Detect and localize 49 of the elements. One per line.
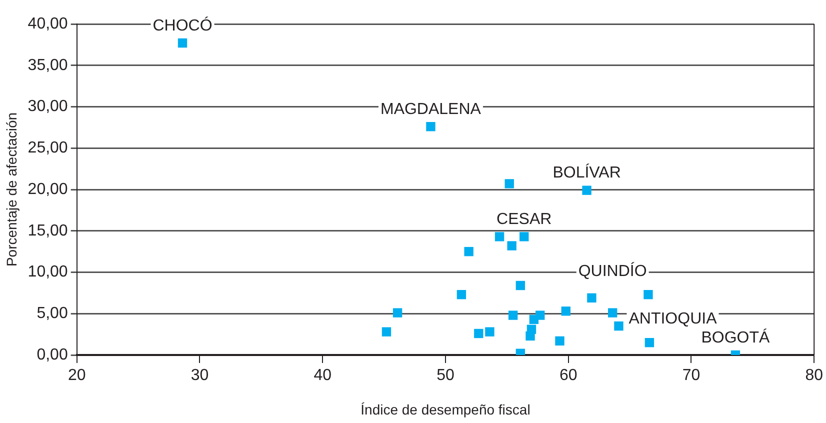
annotation: BOGOTÁ [701, 328, 770, 346]
point [644, 290, 653, 300]
point [529, 314, 539, 324]
point [614, 321, 624, 331]
x-tick-label: 40 [314, 367, 332, 384]
x-tick-label: 80 [805, 367, 824, 384]
point [474, 328, 484, 338]
y-tick-label: 0,00 [36, 346, 68, 364]
y-tick-label: 10,00 [28, 264, 68, 281]
point [608, 308, 618, 318]
y-tick-label: 30,00 [28, 98, 68, 116]
point [526, 331, 535, 341]
point [426, 122, 436, 132]
point [382, 327, 392, 336]
y-tick-label: 5,00 [36, 305, 68, 322]
point [644, 338, 654, 348]
x-tick-label: 30 [190, 367, 209, 384]
point [555, 336, 564, 346]
x-tick-label: 60 [559, 367, 578, 384]
y-tick-label: 15,00 [28, 222, 68, 240]
point [507, 241, 516, 250]
point [561, 306, 570, 316]
point [485, 327, 494, 336]
point [516, 280, 526, 290]
point [456, 290, 466, 300]
point [392, 308, 402, 318]
y-tick-label: 35,00 [28, 56, 68, 74]
annotation: MAGDALENA [380, 101, 482, 118]
y-tick-label: 25,00 [28, 140, 68, 157]
y-tick-label: 40,00 [28, 15, 68, 32]
point [464, 246, 474, 256]
annotation: CHOCÓ [152, 16, 212, 34]
y-tick-label: 20,00 [28, 180, 68, 198]
point [508, 310, 518, 320]
point [582, 186, 592, 195]
annotation: BOLÍVAR [552, 164, 621, 182]
x-tick-label: 20 [68, 367, 86, 384]
point [587, 293, 596, 302]
x-axis-title: Índice de desempeño fiscal [360, 401, 530, 418]
annotation: CESAR [496, 211, 552, 228]
annotation: QUINDÍO [578, 262, 647, 280]
x-tick-label: 50 [436, 367, 454, 384]
annotation: ANTIOQUIA [628, 310, 718, 328]
y-axis-title: Porcentaje de afectación [3, 112, 20, 267]
point [504, 179, 514, 188]
point [178, 38, 188, 48]
point [494, 232, 504, 242]
point [520, 232, 529, 242]
x-tick-label: 70 [682, 367, 700, 384]
